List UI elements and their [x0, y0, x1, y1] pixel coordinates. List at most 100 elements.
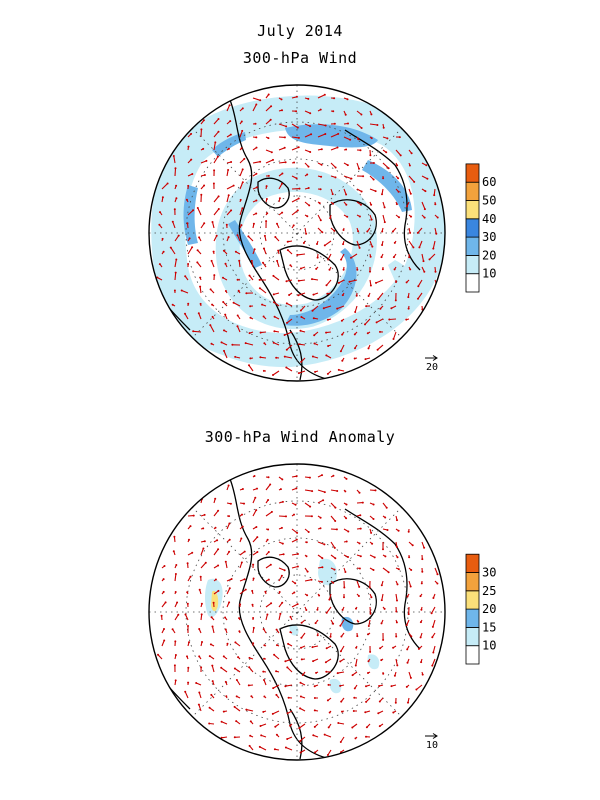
wind-vector-head [313, 725, 316, 728]
wind-vector-head [295, 487, 298, 490]
wind-vector [340, 344, 345, 352]
wind-vector-head [247, 684, 250, 687]
wind-vector-head [409, 585, 412, 588]
wind-vector-head [255, 146, 258, 149]
wind-vector-head [405, 318, 408, 321]
wind-vector-head [262, 628, 265, 631]
wind-vector-head [190, 132, 193, 135]
wind-vector-head [310, 515, 313, 518]
wind-vector [174, 235, 180, 242]
wind-vector [174, 272, 177, 281]
wind-vector-head [274, 725, 277, 728]
wind-vector-head [202, 547, 205, 550]
wind-vector [211, 221, 215, 229]
map2-colorbar-swatch [465, 572, 480, 592]
map1-colorbar-label: 60 [482, 175, 496, 189]
wind-vector-head [298, 343, 300, 346]
wind-vector-head [392, 338, 395, 340]
wind-vector-head [286, 240, 289, 243]
wind-vector-head [224, 680, 227, 683]
wind-vector [349, 279, 358, 283]
wind-vector [170, 247, 176, 255]
wind-vector-head [312, 660, 315, 663]
map2-colorbar-swatch [465, 553, 480, 573]
wind-vector-head [383, 607, 386, 610]
wind-vector-head [294, 503, 297, 506]
wind-vector-head [229, 120, 232, 123]
wind-vector-head [174, 167, 177, 170]
wind-vector-head [331, 193, 334, 196]
wind-vector-head [323, 491, 326, 494]
wind-vector-head [285, 302, 288, 305]
wind-vector-head [289, 631, 292, 634]
wind-vector-head [297, 294, 300, 297]
wind-vector-head [259, 725, 262, 727]
wind-vector-head [276, 644, 278, 647]
wind-vector-head [171, 303, 174, 306]
wind-vector [343, 136, 351, 141]
wind-vector-head [343, 596, 345, 599]
wind-vector-head [273, 315, 276, 318]
wind-vector-head [388, 318, 391, 321]
wind-vector [265, 149, 273, 153]
wind-vector [408, 175, 415, 183]
wind-vector-head [359, 527, 362, 530]
wind-vector-head [199, 575, 202, 578]
wind-vector-head [307, 187, 310, 189]
wind-vector-head [378, 725, 381, 728]
wind-vector-head [222, 655, 225, 658]
wind-vector [356, 123, 362, 129]
wind-vector-head [329, 217, 332, 220]
wind-vector-head [409, 231, 412, 234]
wind-vector-head [293, 513, 295, 516]
wind-vector-head [412, 246, 415, 249]
wind-vector [304, 579, 312, 582]
wind-vector-head [195, 682, 198, 684]
wind-vector-head [395, 610, 398, 613]
wind-vector-head [311, 278, 313, 281]
wind-vector [272, 684, 280, 689]
wind-vector-head [344, 113, 347, 116]
wind-vector-head [281, 500, 284, 503]
wind-vector [234, 668, 241, 673]
wind-vector-head [279, 488, 282, 491]
wind-vector-head [275, 693, 278, 696]
wind-vector [286, 318, 293, 324]
wind-vector-head [171, 220, 174, 223]
wind-vector-head [382, 126, 385, 129]
wind-vector-head [358, 491, 361, 494]
wind-vector [239, 208, 243, 216]
wind-vector-head [234, 355, 237, 358]
wind-vector-head [162, 590, 165, 593]
wind-vector-head [387, 167, 390, 170]
wind-vector-head [350, 177, 353, 180]
wind-vector-head [365, 735, 367, 738]
wind-vector [337, 671, 345, 674]
wind-vector-head [375, 321, 378, 324]
wind-vector-head [297, 372, 300, 375]
wind-vector-head [253, 248, 256, 251]
wind-vector [330, 489, 338, 492]
wind-vector [285, 684, 293, 687]
wind-vector-head [359, 514, 362, 517]
wind-vector [236, 234, 241, 242]
wind-vector-head [208, 722, 211, 725]
wind-vector-head [255, 172, 258, 175]
wind-vector-head [281, 542, 284, 545]
wind-vector-head [189, 575, 192, 578]
wind-vector-head [285, 280, 288, 283]
wind-vector-head [284, 161, 287, 164]
wind-vector-head [322, 499, 325, 502]
wind-vector-head [367, 625, 370, 627]
wind-vector-head [197, 312, 200, 315]
wind-vector-head [173, 535, 176, 538]
wind-vector-head [187, 145, 190, 148]
wind-vector-head [189, 525, 192, 528]
wind-vector-head [398, 136, 401, 139]
wind-vector-head [433, 194, 436, 197]
wind-vector-head [239, 603, 242, 606]
wind-vector-head [384, 516, 387, 519]
wind-vector [225, 561, 228, 569]
wind-vector-head [409, 268, 412, 271]
wind-vector [330, 162, 336, 168]
